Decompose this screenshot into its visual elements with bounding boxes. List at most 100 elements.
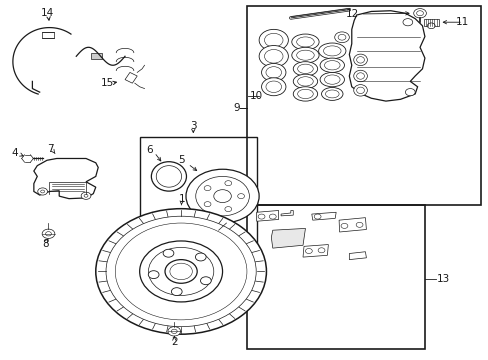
Circle shape: [164, 260, 197, 283]
Ellipse shape: [264, 33, 283, 47]
Text: 2: 2: [171, 337, 177, 347]
Bar: [91, 53, 102, 59]
Ellipse shape: [293, 74, 317, 89]
Circle shape: [224, 207, 231, 212]
Polygon shape: [348, 11, 424, 101]
Circle shape: [413, 9, 426, 18]
Bar: [423, 19, 438, 26]
Text: 15: 15: [100, 78, 113, 88]
Ellipse shape: [353, 70, 366, 82]
Circle shape: [106, 216, 256, 327]
Circle shape: [195, 253, 206, 261]
Circle shape: [167, 327, 180, 336]
Ellipse shape: [259, 30, 288, 51]
Text: 14: 14: [41, 8, 54, 18]
Circle shape: [41, 190, 44, 193]
Polygon shape: [311, 212, 335, 220]
Ellipse shape: [337, 35, 345, 40]
Text: 7: 7: [47, 144, 54, 154]
Text: 11: 11: [455, 17, 468, 27]
Text: 9: 9: [232, 103, 239, 113]
Polygon shape: [348, 252, 366, 260]
Circle shape: [355, 222, 362, 227]
Text: 13: 13: [436, 274, 449, 284]
Circle shape: [305, 248, 312, 253]
Ellipse shape: [265, 67, 281, 78]
Polygon shape: [338, 218, 366, 232]
Bar: [246, 205, 424, 348]
Bar: [246, 6, 480, 205]
Ellipse shape: [297, 77, 313, 86]
Text: 6: 6: [146, 144, 152, 154]
Circle shape: [148, 271, 159, 279]
Circle shape: [115, 223, 246, 320]
Ellipse shape: [261, 78, 285, 96]
Text: 12: 12: [346, 9, 359, 19]
Ellipse shape: [353, 54, 366, 66]
Circle shape: [405, 89, 414, 96]
Text: 5: 5: [178, 155, 184, 165]
Ellipse shape: [297, 64, 313, 73]
Circle shape: [169, 263, 192, 280]
Ellipse shape: [151, 162, 186, 191]
Circle shape: [45, 231, 51, 236]
Text: 8: 8: [41, 239, 48, 249]
Circle shape: [269, 214, 276, 219]
Ellipse shape: [356, 73, 364, 79]
Bar: [42, 32, 54, 39]
Circle shape: [203, 202, 210, 207]
Bar: [140, 137, 256, 261]
Ellipse shape: [318, 43, 345, 59]
Circle shape: [258, 214, 264, 219]
Circle shape: [427, 23, 434, 29]
Circle shape: [314, 214, 321, 219]
Text: 3: 3: [190, 121, 196, 131]
Circle shape: [38, 188, 47, 195]
Circle shape: [203, 186, 210, 191]
Polygon shape: [303, 244, 328, 257]
Polygon shape: [34, 158, 98, 199]
Ellipse shape: [261, 63, 285, 81]
Ellipse shape: [291, 34, 319, 50]
Ellipse shape: [293, 87, 317, 101]
Circle shape: [224, 181, 231, 186]
Ellipse shape: [320, 72, 344, 87]
Ellipse shape: [293, 62, 317, 76]
Ellipse shape: [334, 32, 348, 42]
Ellipse shape: [296, 50, 314, 60]
Circle shape: [200, 277, 211, 285]
Text: 4: 4: [11, 148, 18, 158]
Circle shape: [84, 194, 88, 197]
Ellipse shape: [321, 87, 342, 100]
Ellipse shape: [320, 58, 344, 72]
Circle shape: [340, 224, 347, 228]
Ellipse shape: [259, 45, 288, 67]
Polygon shape: [256, 211, 278, 221]
Ellipse shape: [353, 85, 366, 96]
Circle shape: [163, 249, 174, 257]
Ellipse shape: [264, 49, 283, 63]
Circle shape: [402, 19, 412, 26]
Circle shape: [237, 194, 244, 199]
Ellipse shape: [291, 47, 319, 63]
Circle shape: [81, 192, 91, 199]
Polygon shape: [271, 228, 305, 248]
Circle shape: [185, 169, 259, 223]
Polygon shape: [125, 72, 137, 83]
Ellipse shape: [324, 75, 339, 84]
Circle shape: [318, 248, 325, 253]
Ellipse shape: [325, 90, 338, 98]
Ellipse shape: [156, 166, 181, 187]
Circle shape: [96, 209, 266, 334]
Circle shape: [42, 229, 55, 238]
Ellipse shape: [356, 87, 364, 94]
Circle shape: [195, 176, 249, 216]
Circle shape: [416, 11, 423, 16]
Ellipse shape: [324, 60, 339, 70]
Ellipse shape: [265, 81, 281, 93]
Text: 1: 1: [179, 194, 185, 204]
Ellipse shape: [323, 46, 340, 56]
Circle shape: [140, 241, 222, 302]
Ellipse shape: [297, 89, 313, 99]
Text: 10: 10: [249, 91, 262, 101]
